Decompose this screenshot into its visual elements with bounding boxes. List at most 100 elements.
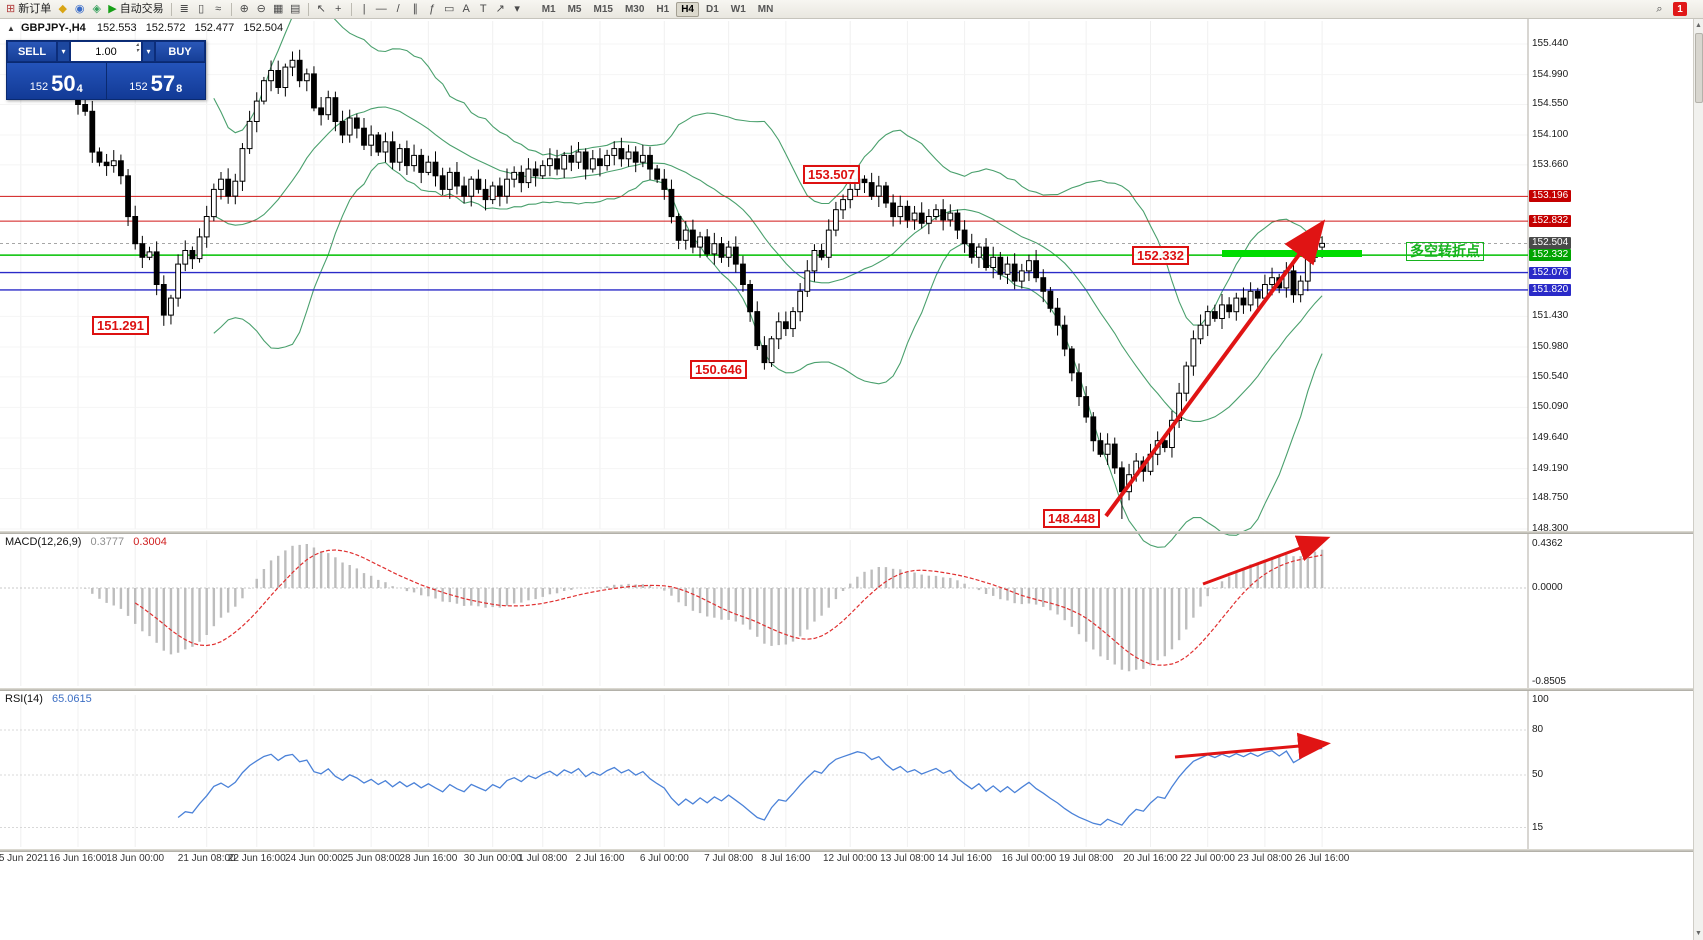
sell-price[interactable]: 152 50 4 (7, 63, 107, 99)
toolbar-separator (230, 2, 232, 16)
new-order-button-label: 新订单 (18, 2, 52, 15)
arrow-tools-dropdown-icon[interactable]: ▾ (509, 1, 526, 17)
channel-icon[interactable]: ∥ (407, 1, 424, 17)
ohlc-open: 152.553 (96, 22, 137, 34)
arrow-tools-icon-glyph: ↗ (495, 2, 505, 15)
ohlc-close: 152.504 (243, 22, 284, 34)
one-click-trading-widget: SELL ▾ 1.00 ▴ ▾ ▾ BUY 152 50 4 152 57 8 (6, 40, 206, 100)
sell-price-sup: 4 (76, 83, 83, 95)
bar-chart-icon-glyph: ≣ (179, 2, 189, 15)
price-annotation-label[interactable]: 152.332 (1132, 246, 1189, 265)
timeframe-m5[interactable]: M5 (567, 3, 582, 15)
timeframe-m1[interactable]: M1 (541, 3, 556, 15)
collapse-icon[interactable]: ▲ (7, 24, 15, 33)
vertical-line-icon[interactable]: | (356, 1, 373, 17)
grid-lines (0, 19, 1529, 851)
auto-arrange-icon-glyph: ▤ (289, 2, 301, 15)
scroll-up-icon[interactable]: ▲ (1695, 21, 1702, 29)
timeframe-m30[interactable]: M30 (624, 3, 645, 15)
drawn-objects[interactable] (1104, 219, 1362, 760)
timeframe-h4[interactable]: H4 (676, 1, 699, 17)
sell-button[interactable]: SELL (7, 41, 57, 62)
bollinger-bands (213, 4, 1323, 548)
price-annotation-label[interactable]: 151.291 (92, 316, 149, 335)
sell-price-main: 152 (29, 81, 49, 93)
zoom-out-icon[interactable]: ⊖ (253, 1, 270, 17)
line-chart-icon[interactable]: ≈ (210, 1, 227, 17)
timeframe-switcher: M1 M5 M15 M30 H1 H4 D1 W1 MN (536, 1, 780, 17)
vertical-line-icon-glyph: | (362, 2, 366, 15)
buy-price-big: 57 (150, 71, 176, 96)
shapes-icon-glyph: ▭ (443, 2, 455, 15)
cursor-icon[interactable]: ↖ (313, 1, 330, 17)
tile-windows-icon[interactable]: ▦ (270, 1, 287, 17)
crosshair-icon-glyph: + (334, 2, 342, 15)
macd-signal-value: 0.3004 (133, 536, 167, 548)
panel-separator[interactable] (0, 849, 1703, 852)
buy-button[interactable]: BUY (155, 41, 205, 62)
rsi-header: RSI(14) 65.0615 (5, 693, 92, 705)
panel-separator[interactable] (0, 688, 1703, 691)
autotrading-button[interactable]: ▶ 自动交易 (105, 1, 166, 17)
arrow-tools-icon[interactable]: ↗ (492, 1, 509, 17)
candlestick-chart-icon[interactable]: ▯ (193, 1, 210, 17)
buy-price[interactable]: 152 57 8 (107, 63, 206, 99)
label-icon[interactable]: T (475, 1, 492, 17)
timeframe-w1[interactable]: W1 (730, 3, 746, 15)
price-annotation-label[interactable]: 148.448 (1043, 509, 1100, 528)
metaquotes-icon-glyph: ◆ (58, 2, 67, 15)
autotrading-button-label: 自动交易 (119, 2, 164, 15)
candlestick-chart-icon-glyph: ▯ (198, 2, 205, 15)
scrollbar-thumb[interactable] (1694, 33, 1703, 103)
search-icon[interactable]: ⌕ (1656, 2, 1663, 15)
fibonacci-icon[interactable]: ƒ (424, 1, 441, 17)
rsi-panel (0, 729, 1528, 828)
new-order-button-glyph: ⊞ (6, 2, 16, 15)
volume-spinner[interactable]: ▴ ▾ (136, 42, 139, 54)
timeframe-d1[interactable]: D1 (706, 3, 719, 15)
volume-input[interactable]: 1.00 ▴ ▾ (70, 41, 142, 62)
sell-dropdown-icon[interactable]: ▾ (57, 41, 70, 62)
horizontal-level-lines[interactable] (0, 195, 1528, 291)
timeframe-m15[interactable]: M15 (593, 3, 613, 15)
metaquotes-icon[interactable]: ◆ (54, 1, 71, 17)
notification-badge[interactable]: 1 (1673, 2, 1687, 16)
new-order-button[interactable]: ⊞ 新订单 (3, 1, 54, 17)
auto-arrange-icon[interactable]: ▤ (287, 1, 304, 17)
bar-chart-icon[interactable]: ≣ (176, 1, 193, 17)
channel-icon-glyph: ∥ (412, 2, 418, 15)
data-window-icon[interactable]: ◈ (88, 1, 105, 17)
toolbar-separator (350, 2, 352, 16)
vertical-scrollbar[interactable]: ▲ ▼ (1693, 19, 1703, 940)
trendline-icon-glyph: / (396, 2, 400, 15)
panel-separator[interactable] (0, 531, 1703, 534)
text-icon-glyph: A (462, 2, 470, 15)
timeframe-h1[interactable]: H1 (656, 3, 670, 15)
macd-main-value: 0.3777 (90, 536, 125, 548)
price-annotation-label[interactable]: 150.646 (690, 360, 747, 379)
horizontal-line-icon[interactable]: — (373, 1, 390, 17)
toolbar-buttons: ⊞ 新订单 ◆ ◉ ◈ ▶ 自动交易 ≣ ▯ ≈ ⊕ ⊖ ▦ ▤ ↖ + | — / ∥ ƒ ▭ A T ↗ ▾ (3, 1, 526, 17)
crosshair-icon[interactable]: + (330, 1, 347, 17)
scroll-down-icon[interactable]: ▼ (1695, 929, 1702, 937)
shapes-icon[interactable]: ▭ (441, 1, 458, 17)
spin-up-icon[interactable]: ▴ (135, 42, 139, 48)
spin-down-icon[interactable]: ▾ (135, 48, 139, 54)
buy-dropdown-icon[interactable]: ▾ (142, 41, 155, 62)
zoom-in-icon-glyph: ⊕ (239, 2, 249, 15)
zoom-in-icon[interactable]: ⊕ (236, 1, 253, 17)
rsi-value: 65.0615 (51, 693, 92, 705)
price-annotation-label[interactable]: 153.507 (803, 165, 860, 184)
text-icon[interactable]: A (458, 1, 475, 17)
fibonacci-icon-glyph: ƒ (429, 2, 436, 15)
ohlc-high: 152.572 (145, 22, 186, 34)
toolbar-separator (170, 2, 172, 16)
toolbar-separator (307, 2, 309, 16)
trendline-icon[interactable]: / (390, 1, 407, 17)
market-watch-icon[interactable]: ◉ (71, 1, 88, 17)
turning-point-label[interactable]: 多空转折点 (1406, 242, 1484, 261)
timeframe-mn[interactable]: MN (757, 3, 774, 15)
macd-name: MACD(12,26,9) (5, 536, 82, 548)
